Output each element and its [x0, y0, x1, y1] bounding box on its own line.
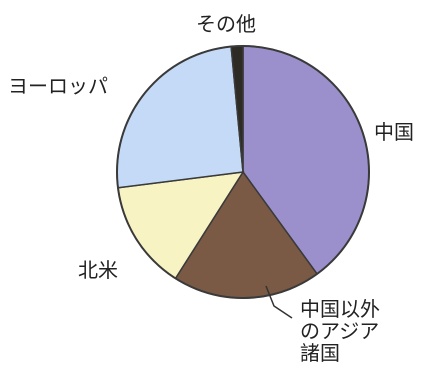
slice-label-china: 中国 — [374, 120, 414, 144]
slice-label-other-asia: 中国以外 のアジア 諸国 — [300, 298, 380, 364]
leader-line-other-asia — [265, 285, 293, 319]
slice-label-other-asia-line-2: のアジア — [300, 319, 380, 343]
slice-label-other: その他 — [196, 12, 256, 36]
slice-label-other-asia-line-3: 諸国 — [300, 341, 340, 365]
pie-slice-europe — [116, 45, 244, 189]
pie-outline — [116, 45, 370, 299]
slice-label-europe: ヨーロッパ — [8, 74, 108, 98]
slice-label-other-asia-line-1: 中国以外 — [300, 297, 380, 321]
slice-label-north-america: 北米 — [78, 258, 118, 282]
